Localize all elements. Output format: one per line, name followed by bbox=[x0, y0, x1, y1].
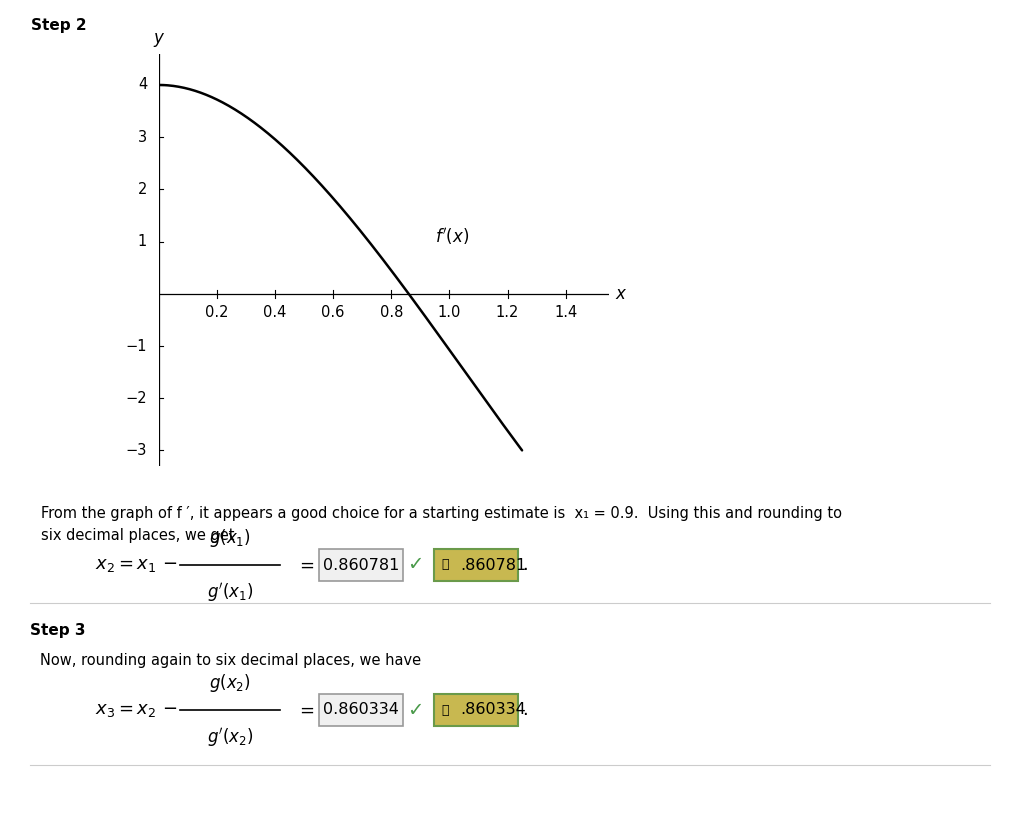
FancyBboxPatch shape bbox=[434, 549, 518, 581]
Text: −3: −3 bbox=[126, 443, 147, 458]
Text: −1: −1 bbox=[126, 338, 147, 354]
Text: $g'(x_1)$: $g'(x_1)$ bbox=[207, 581, 253, 604]
Text: y: y bbox=[154, 30, 164, 47]
Text: 1.0: 1.0 bbox=[437, 305, 461, 320]
FancyBboxPatch shape bbox=[319, 549, 403, 581]
Text: 🔑: 🔑 bbox=[441, 704, 449, 716]
Text: $=$: $=$ bbox=[296, 556, 314, 574]
Text: From the graph of f ′, it appears a good choice for a starting estimate is  x₁ =: From the graph of f ′, it appears a good… bbox=[41, 506, 842, 521]
Text: 1: 1 bbox=[138, 234, 147, 249]
Text: 0.4: 0.4 bbox=[263, 305, 287, 320]
Text: $f'(x)$: $f'(x)$ bbox=[435, 226, 469, 247]
Text: ✓: ✓ bbox=[407, 700, 423, 719]
Text: .: . bbox=[522, 701, 527, 719]
Text: 🔑: 🔑 bbox=[441, 559, 449, 572]
Text: 1.2: 1.2 bbox=[496, 305, 519, 320]
Text: Now, rounding again to six decimal places, we have: Now, rounding again to six decimal place… bbox=[40, 653, 421, 667]
Text: $x_3 = x_2\, -$: $x_3 = x_2\, -$ bbox=[95, 701, 177, 719]
Text: $g(x_2)$: $g(x_2)$ bbox=[209, 672, 251, 694]
FancyBboxPatch shape bbox=[319, 694, 403, 726]
Text: .: . bbox=[522, 556, 527, 574]
Text: x: x bbox=[615, 285, 625, 303]
Text: 2: 2 bbox=[137, 182, 147, 197]
Text: six decimal places, we get: six decimal places, we get bbox=[41, 528, 234, 543]
Text: $x_2 = x_1\, -$: $x_2 = x_1\, -$ bbox=[95, 556, 177, 574]
Text: 0.6: 0.6 bbox=[322, 305, 345, 320]
Text: 3: 3 bbox=[138, 130, 147, 144]
Text: ✓: ✓ bbox=[407, 555, 423, 574]
Text: 1.4: 1.4 bbox=[554, 305, 578, 320]
Text: $=$: $=$ bbox=[296, 701, 314, 719]
Text: .860781: .860781 bbox=[460, 558, 526, 573]
Text: 0.860334: 0.860334 bbox=[323, 703, 399, 718]
Text: .860334: .860334 bbox=[460, 703, 525, 718]
Text: 0.2: 0.2 bbox=[205, 305, 228, 320]
Text: Step 3: Step 3 bbox=[30, 623, 85, 638]
Text: 4: 4 bbox=[138, 78, 147, 92]
Text: $g'(x_2)$: $g'(x_2)$ bbox=[207, 726, 253, 749]
FancyBboxPatch shape bbox=[434, 694, 518, 726]
Text: 0.860781: 0.860781 bbox=[323, 558, 399, 573]
Text: 0.8: 0.8 bbox=[380, 305, 403, 320]
Text: −2: −2 bbox=[126, 391, 147, 406]
Text: Step 2: Step 2 bbox=[31, 17, 86, 33]
Text: $g(x_1)$: $g(x_1)$ bbox=[209, 527, 251, 549]
